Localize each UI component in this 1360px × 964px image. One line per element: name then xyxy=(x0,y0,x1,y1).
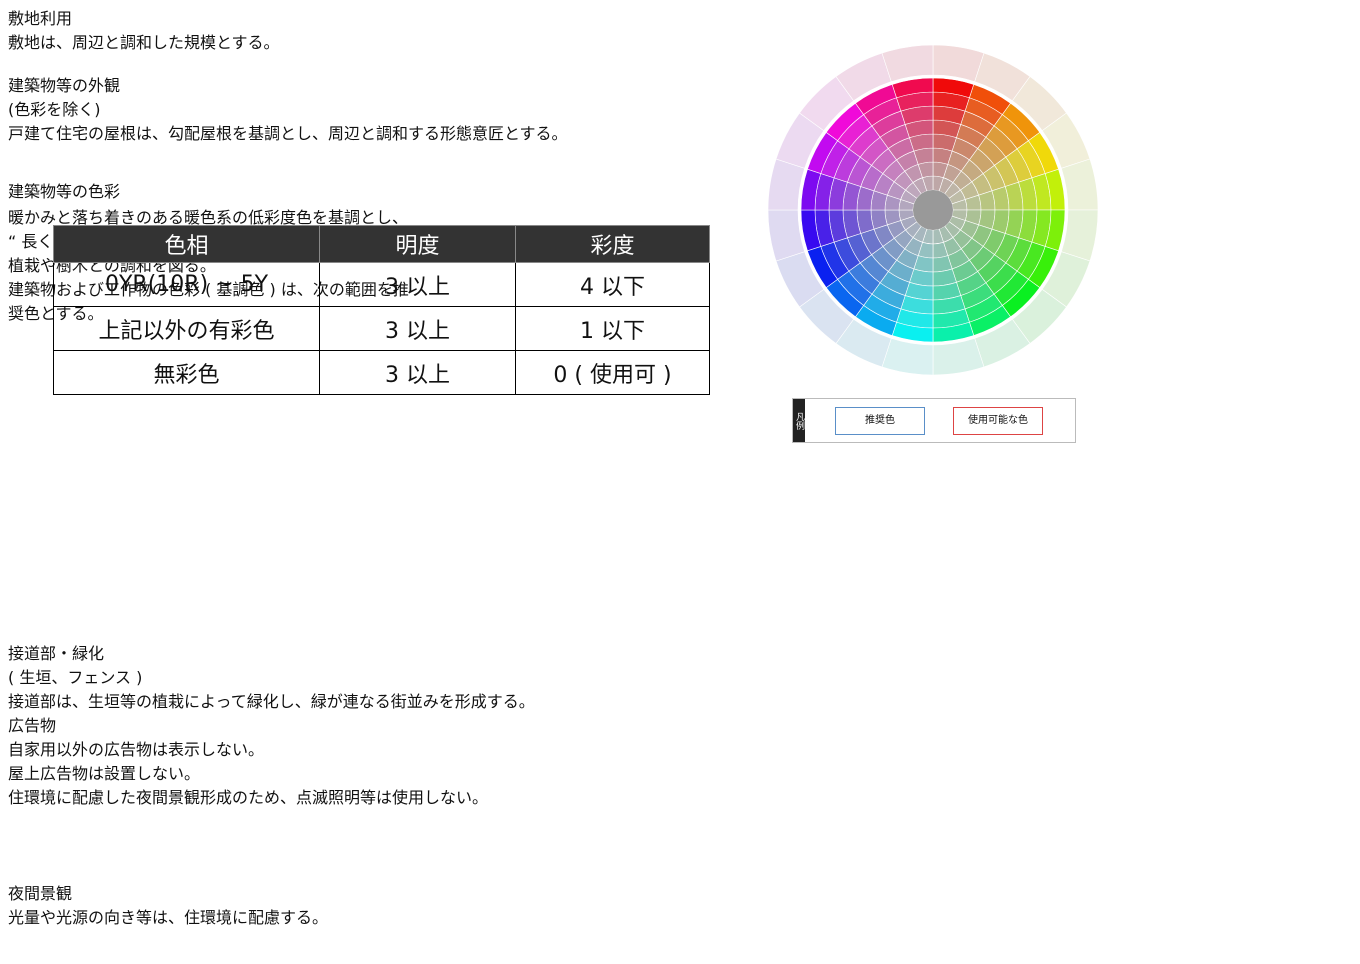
label-line: 建築物等の外観 xyxy=(8,72,1352,96)
wheel-segment xyxy=(933,338,984,375)
table-row: 敷地利用敷地は、周辺と調和した規模とする。 xyxy=(8,5,1352,72)
legend-title: 凡例 xyxy=(793,399,805,442)
header-cell: 明度 xyxy=(320,226,516,263)
document-table: 敷地利用敷地は、周辺と調和した規模とする。建築物等の外観(色彩を除く)戸建て住宅… xyxy=(8,5,1352,964)
table-cell: 3 以上 xyxy=(320,351,516,395)
legend-item: 推奨色 xyxy=(835,407,925,435)
wheel-center xyxy=(913,190,953,230)
row-content: 接道部は、生垣等の植栽によって緑化し、緑が連なる街並みを形成する。 xyxy=(8,688,1352,712)
table-cell: 4 以下 xyxy=(516,263,710,307)
wheel-segment xyxy=(1061,159,1098,210)
header-cell: 色相 xyxy=(54,226,320,263)
row-label: 建築物等の外観(色彩を除く) xyxy=(8,72,1352,120)
row-label: 建築物等の色彩 xyxy=(8,178,1352,202)
row-content: 敷地は、周辺と調和した規模とする。 xyxy=(8,29,1352,53)
row-content: 光量や光源の向き等は、住環境に配慮する。 xyxy=(8,904,1352,928)
table-row: 夜間景観光量や光源の向き等は、住環境に配慮する。 xyxy=(8,880,1352,964)
table-cell: 0 ( 使用可 ) xyxy=(516,351,710,395)
header-cell: 彩度 xyxy=(516,226,710,263)
content-line: 接道部は、生垣等の植栽によって緑化し、緑が連なる街並みを形成する。 xyxy=(8,688,1352,712)
label-line: 建築物等の色彩 xyxy=(8,178,1352,202)
row-content: 暖かみと落ち着きのある暖色系の低彩度色を基調とし、“ 長く飽きのこない色彩景観 … xyxy=(8,202,1352,324)
legend-item: 使用可能な色 xyxy=(953,407,1043,435)
legend: 凡例 推奨色使用可能な色 xyxy=(792,398,1076,443)
label-line: 接道部・緑化 xyxy=(8,640,1352,664)
table-cell: 無彩色 xyxy=(54,351,320,395)
row-label: 広告物 xyxy=(8,712,1352,736)
table-row: 建築物等の外観(色彩を除く)戸建て住宅の屋根は、勾配屋根を基調とし、周辺と調和す… xyxy=(8,72,1352,178)
label-line: 夜間景観 xyxy=(8,880,1352,904)
wheel-segment xyxy=(882,45,933,82)
page: 敷地利用敷地は、周辺と調和した規模とする。建築物等の外観(色彩を除く)戸建て住宅… xyxy=(0,0,1360,962)
table-row: 広告物自家用以外の広告物は表示しない。屋上広告物は設置しない。住環境に配慮した夜… xyxy=(8,712,1352,880)
table-cell: 3 以上 xyxy=(320,307,516,351)
label-line: (色彩を除く) xyxy=(8,96,1352,120)
content-line: 敷地は、周辺と調和した規模とする。 xyxy=(8,29,1352,53)
table-cell: 0YR(10R) ~ 5Y xyxy=(54,263,320,307)
header-row: 色相明度彩度 xyxy=(54,226,710,263)
content-line: 自家用以外の広告物は表示しない。 xyxy=(8,736,1352,760)
row-label: 夜間景観 xyxy=(8,880,1352,904)
label-line: 敷地利用 xyxy=(8,5,1352,29)
label-line: ( 生垣、フェンス ) xyxy=(8,664,1352,688)
label-line: 広告物 xyxy=(8,712,1352,736)
wheel-segment xyxy=(768,210,805,261)
table-cell: 1 以下 xyxy=(516,307,710,351)
row-content: 戸建て住宅の屋根は、勾配屋根を基調とし、周辺と調和する形態意匠とする。 xyxy=(8,120,1352,144)
content-line: 光量や光源の向き等は、住環境に配慮する。 xyxy=(8,904,1352,928)
row-content: 自家用以外の広告物は表示しない。屋上広告物は設置しない。住環境に配慮した夜間景観… xyxy=(8,736,1352,808)
table-row: 接道部・緑化( 生垣、フェンス )接道部は、生垣等の植栽によって緑化し、緑が連な… xyxy=(8,640,1352,712)
color-wheel xyxy=(763,40,1103,380)
table-cell: 3 以上 xyxy=(320,263,516,307)
content-line: 屋上広告物は設置しない。 xyxy=(8,760,1352,784)
content-line: 住環境に配慮した夜間景観形成のため、点滅照明等は使用しない。 xyxy=(8,784,1352,808)
table-cell: 上記以外の有彩色 xyxy=(54,307,320,351)
row-label: 敷地利用 xyxy=(8,5,1352,29)
content-line: 戸建て住宅の屋根は、勾配屋根を基調とし、周辺と調和する形態意匠とする。 xyxy=(8,120,1352,144)
row-label: 接道部・緑化( 生垣、フェンス ) xyxy=(8,640,1352,688)
